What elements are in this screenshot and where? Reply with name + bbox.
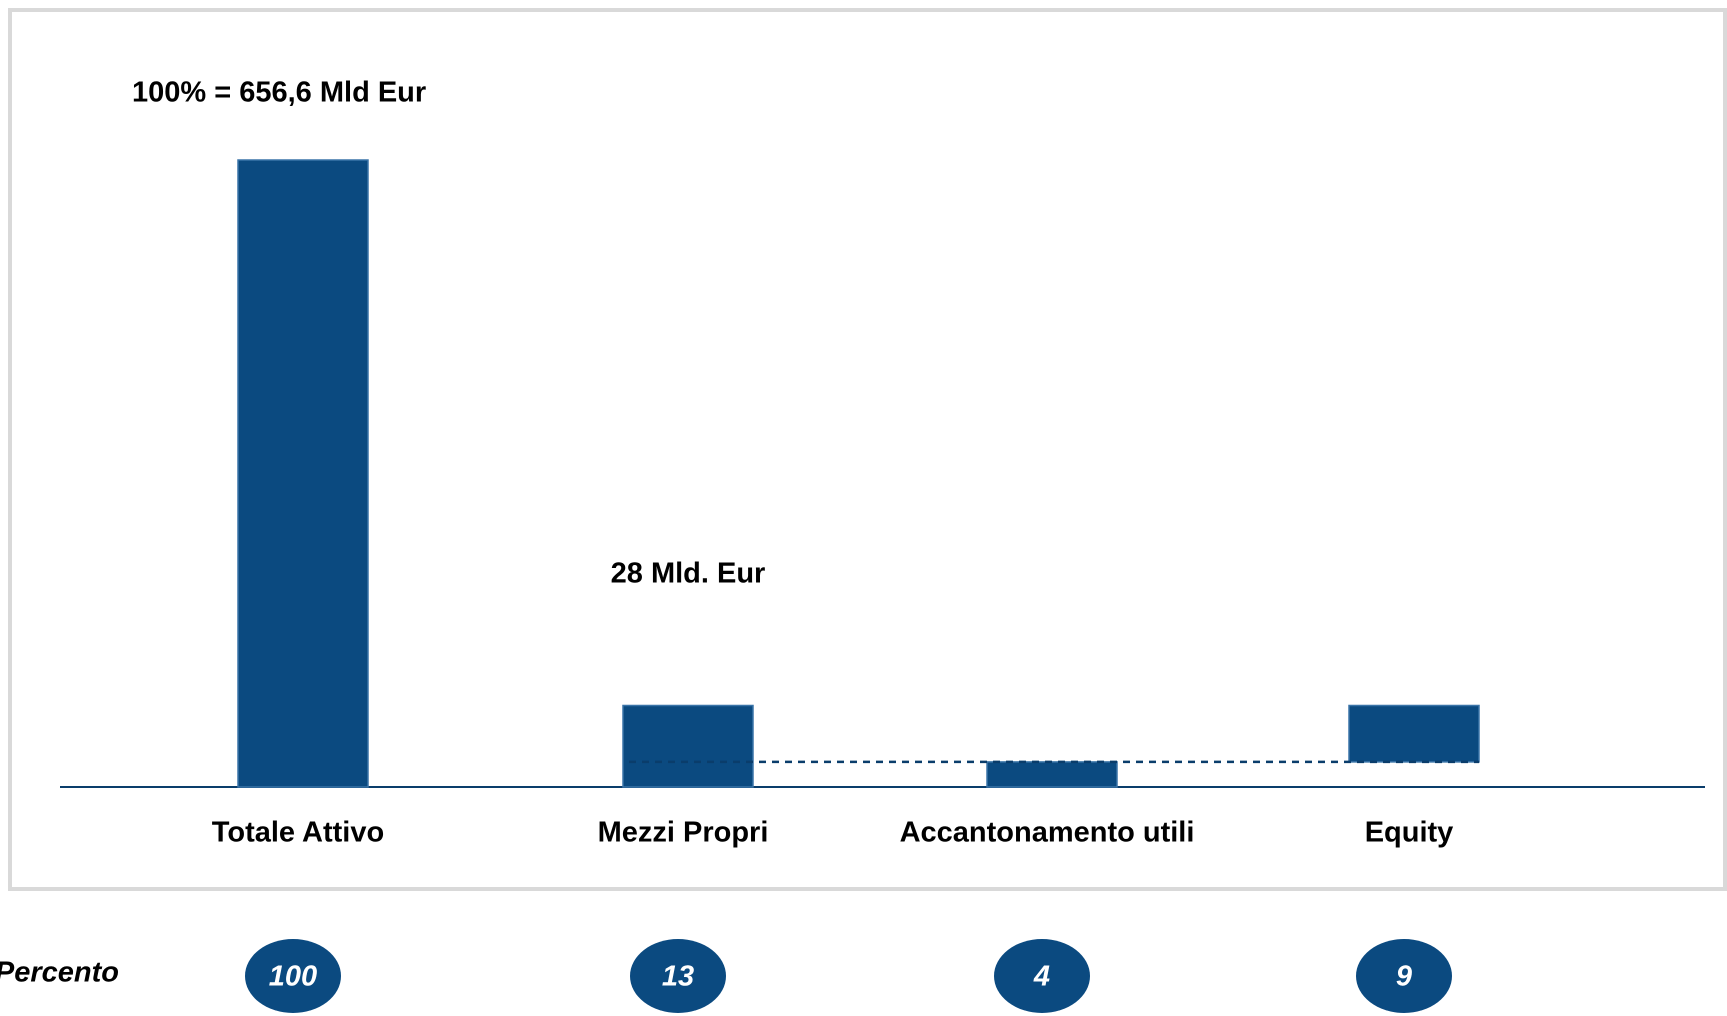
bar: [986, 761, 1118, 788]
row-label: Percento: [0, 957, 119, 989]
x-tick-label: Accantonamento utili: [900, 817, 1195, 849]
value-label: 4: [1033, 961, 1050, 993]
value-badge: [245, 939, 341, 1013]
value-label: 13: [662, 961, 694, 993]
bar: [237, 159, 369, 788]
x-tick-label: Mezzi Propri: [598, 817, 769, 849]
chart-frame: [8, 8, 1727, 891]
x-tick-label: Equity: [1365, 817, 1454, 849]
x-tick-label: Totale Attivo: [212, 817, 384, 849]
bar: [1348, 704, 1480, 763]
value-badge: [630, 939, 726, 1013]
total-annotation: 100% = 656,6 Mld Eur: [132, 77, 426, 109]
value-badge: [994, 939, 1090, 1013]
equity-annotation: 28 Mld. Eur: [611, 558, 766, 590]
value-badge: [1356, 939, 1452, 1013]
bar: [622, 704, 754, 788]
value-label: 100: [269, 961, 317, 993]
value-label: 9: [1396, 961, 1412, 993]
